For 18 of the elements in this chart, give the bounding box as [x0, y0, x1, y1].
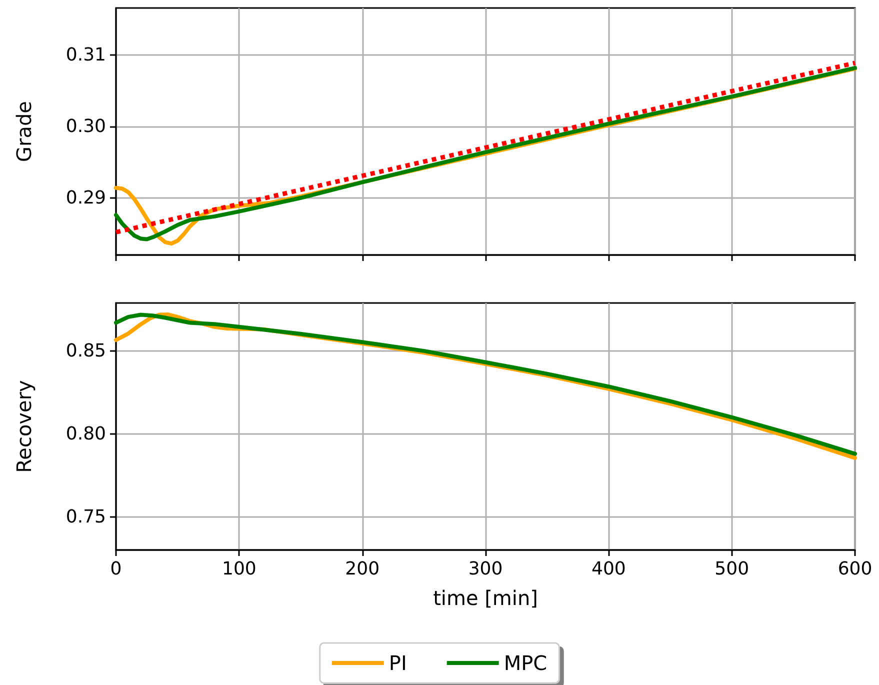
y-tick-label: 0.30	[66, 116, 106, 138]
x-tick-label: 200	[345, 558, 380, 580]
x-tick-label: 100	[222, 558, 256, 580]
y-tick-label: 0.85	[66, 340, 106, 362]
y-axis-title: Grade	[12, 101, 36, 162]
legend-label: PI	[388, 651, 407, 675]
x-tick-label: 0	[110, 558, 122, 580]
y-axis-title: Recovery	[12, 380, 36, 473]
x-tick-label: 500	[714, 558, 750, 580]
legend-label: MPC	[504, 651, 548, 675]
y-tick-label: 0.75	[66, 506, 106, 528]
x-tick-label: 400	[591, 558, 626, 580]
x-tick-label: 600	[838, 558, 872, 580]
x-tick-label: 300	[468, 558, 503, 580]
y-tick-label: 0.80	[66, 423, 106, 444]
x-axis-title: time [min]	[433, 586, 538, 610]
y-tick-label: 0.31	[66, 44, 106, 66]
y-tick-label: 0.29	[66, 187, 106, 208]
